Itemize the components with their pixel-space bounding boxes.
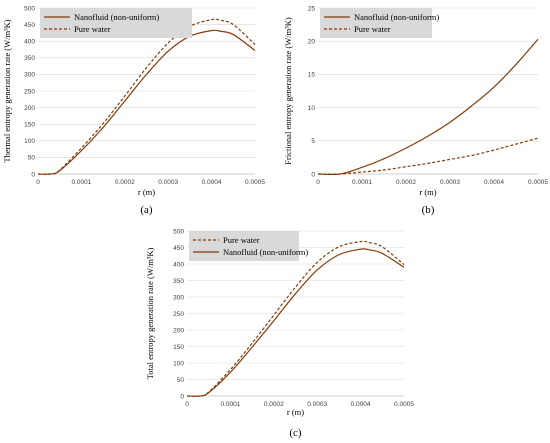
series-line-pure-water (37, 18, 256, 175)
x-tick-label: 0 (316, 179, 320, 186)
y-tick-label: 150 (173, 344, 184, 351)
x-axis-title: r (m) (419, 187, 436, 197)
panel-label: (c) (289, 427, 302, 439)
y-tick-label: 400 (24, 39, 35, 46)
legend-entry: Pure water (354, 24, 391, 34)
series-line-nanofluid (186, 248, 405, 397)
x-tick-label: 0 (36, 179, 40, 186)
x-tick-label: 0.0001 (220, 401, 240, 408)
y-tick-label: 5 (311, 138, 315, 145)
y-tick-label: 250 (24, 88, 35, 95)
legend-box (320, 8, 432, 38)
series-line-pure-water (317, 137, 539, 175)
y-tick-label: 350 (173, 278, 184, 285)
x-tick-label: 0.0005 (528, 179, 548, 186)
y-tick-label: 200 (24, 105, 35, 112)
y-tick-label: 400 (173, 261, 184, 268)
y-tick-label: 350 (24, 55, 35, 62)
x-tick-label: 0.0003 (158, 179, 178, 186)
series-line-pure-water (186, 240, 405, 397)
legend-entry: Nanofluid (non-uniform) (74, 12, 159, 22)
legend-entry: Pure water (74, 24, 111, 34)
x-tick-label: 0.0005 (394, 401, 414, 408)
y-axis-title: Frictional entropy generation rate (W/m³… (283, 17, 293, 165)
x-tick-label: 0.0004 (484, 179, 504, 186)
legend-entry: Nanofluid (non-uniform) (223, 247, 308, 257)
y-tick-label: 15 (308, 72, 316, 79)
y-tick-label: 0 (31, 171, 35, 178)
legend-entry: Pure water (223, 235, 260, 245)
y-axis-title: Thermal entropy generation rate (W/m³K) (2, 19, 12, 162)
x-tick-label: 0.0003 (307, 401, 327, 408)
y-tick-label: 200 (173, 327, 184, 334)
y-tick-label: 300 (173, 294, 184, 301)
y-tick-label: 100 (173, 360, 184, 367)
y-tick-label: 100 (24, 138, 35, 145)
x-tick-label: 0.0001 (352, 179, 372, 186)
x-tick-label: 0.0002 (396, 179, 416, 186)
x-axis-title: r (m) (138, 187, 155, 197)
y-tick-label: 500 (24, 5, 35, 12)
x-tick-label: 0.0003 (440, 179, 460, 186)
y-tick-label: 250 (173, 311, 184, 318)
series-line-nanofluid (317, 38, 539, 176)
x-tick-label: 0 (185, 401, 189, 408)
y-tick-label: 500 (173, 228, 184, 235)
y-tick-label: 10 (308, 105, 316, 112)
y-tick-label: 300 (24, 72, 35, 79)
chart-panel-2: 0 50 100 150 200 250 300 350 400 450 500 0 0.0001 0.0… (145, 228, 414, 439)
y-axis-title: Total entropy generation rate (W/m³K) (145, 247, 155, 379)
panel-label: (a) (140, 204, 153, 216)
legend-entry: Nanofluid (non-uniform) (354, 12, 439, 22)
x-tick-label: 0.0004 (202, 179, 222, 186)
x-tick-label: 0.0005 (245, 179, 265, 186)
x-tick-label: 0.0004 (351, 401, 371, 408)
y-tick-label: 450 (24, 22, 35, 29)
x-axis-title: r (m) (287, 407, 304, 417)
panel-label: (b) (422, 204, 435, 216)
y-tick-label: 50 (28, 155, 36, 162)
series-line-nanofluid (37, 29, 256, 175)
y-tick-label: 0 (180, 393, 184, 400)
x-tick-label: 0.0002 (115, 179, 135, 186)
y-tick-label: 0 (311, 171, 315, 178)
chart-panel-1: 0 5 10 15 20 25 0 0.0001 0.0002 0.0003 0.0004 0.000… (283, 5, 548, 216)
legend-box (189, 231, 299, 261)
y-tick-label: 50 (177, 377, 185, 384)
y-tick-label: 20 (308, 39, 316, 46)
y-tick-label: 450 (173, 245, 184, 252)
y-tick-label: 25 (308, 5, 316, 12)
y-tick-label: 150 (24, 122, 35, 129)
x-tick-label: 0.0001 (71, 179, 91, 186)
x-tick-label: 0.0002 (264, 401, 284, 408)
chart-panel-0: 0 50 100 150 200 250 300 350 400 450 500 0 0.0001 0.0… (2, 5, 265, 216)
legend-box (40, 8, 192, 38)
